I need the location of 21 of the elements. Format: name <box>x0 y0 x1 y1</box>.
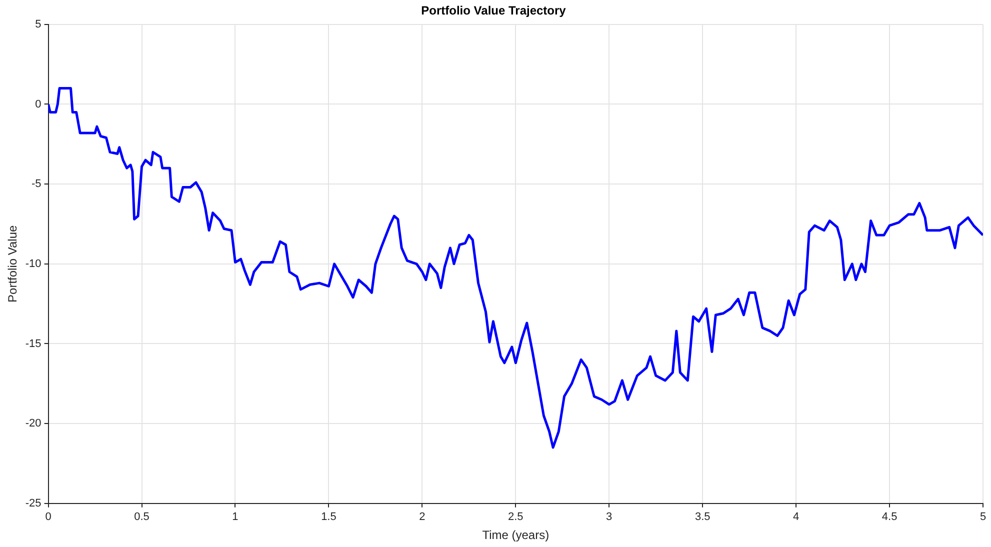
x-tick-label: 4 <box>792 511 800 524</box>
x-tick-label: 4.5 <box>882 511 898 524</box>
y-tick-label: 5 <box>35 18 42 30</box>
y-tick-label: 0 <box>35 98 42 110</box>
y-tick-label: -15 <box>25 338 42 350</box>
y-tick-label: -25 <box>25 497 42 510</box>
x-tick-label: 0.5 <box>134 511 150 524</box>
x-tick-label: 5 <box>980 511 986 524</box>
x-tick-label: 3.5 <box>694 511 710 524</box>
x-tick-label: 1 <box>232 511 238 524</box>
y-axis-title: Portfolio Value <box>6 224 20 302</box>
x-tick-label: 0 <box>45 511 52 524</box>
y-tick-label: -10 <box>25 258 42 270</box>
y-tick-label: -20 <box>25 418 42 430</box>
x-tick-label: 1.5 <box>321 511 336 524</box>
chart-title: Portfolio Value Trajectory <box>421 4 566 18</box>
y-tick-label: -5 <box>32 178 42 190</box>
x-tick-label: 3 <box>606 511 612 524</box>
x-tick-label: 2 <box>419 511 426 524</box>
x-axis-title: Time (years) <box>482 528 550 542</box>
x-tick-label: 2.5 <box>508 511 524 524</box>
